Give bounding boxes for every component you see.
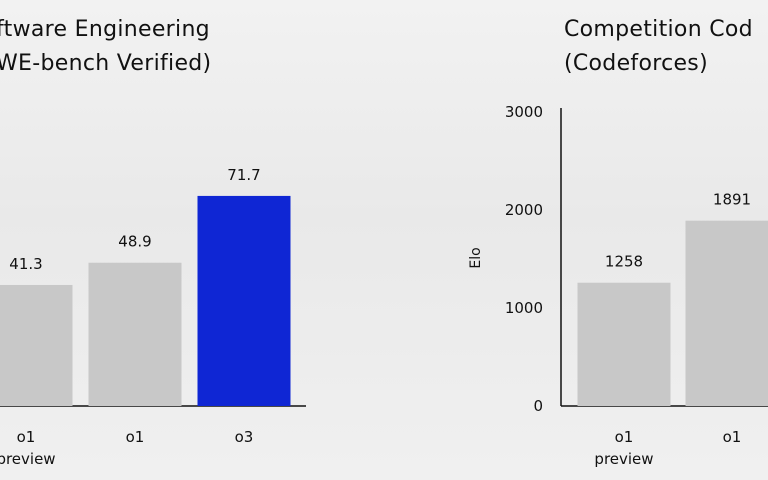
swe-chart-bar	[88, 262, 182, 406]
cf-chart-y-tick-label: 0	[533, 397, 543, 415]
swe-chart-marks: 41.3 o1 preview 48.9 o1 71.7 o3	[0, 166, 291, 468]
cf-chart-bar	[685, 220, 768, 406]
cf-chart-y-axis-title: Elo	[468, 247, 484, 268]
swe-chart-value-label: 41.3	[9, 255, 42, 273]
codeforces-chart: Competition Cod (Codeforces) Elo 0 1000 20…	[468, 17, 768, 468]
swe-bench-chart: ftware Engineering WE-bench Verified) 41…	[0, 17, 306, 468]
swe-chart-category-label: o1	[126, 428, 145, 446]
swe-chart-category-label: o1	[17, 428, 36, 446]
cf-chart-y-tick-label: 2000	[505, 201, 543, 219]
cf-chart-value-label: 1891	[713, 191, 751, 209]
cf-chart-y-tick-label: 1000	[505, 299, 543, 317]
cf-chart-marks: 0 1000 2000 3000 1258 o1 preview 1891 o1	[505, 103, 768, 468]
swe-chart-title-line-1: ftware Engineering	[0, 17, 210, 42]
cf-chart-category-label: preview	[594, 450, 653, 468]
cf-chart-title-line-1: Competition Cod	[564, 17, 753, 42]
cf-chart-y-tick-label: 3000	[505, 103, 543, 121]
swe-chart-value-label: 71.7	[227, 166, 260, 184]
swe-chart-title-line-2: WE-bench Verified)	[0, 51, 211, 76]
cf-chart-value-label: 1258	[605, 253, 643, 271]
swe-chart-value-label: 48.9	[118, 233, 151, 251]
swe-chart-bar	[197, 195, 291, 406]
swe-chart-category-label: o3	[235, 428, 254, 446]
cf-chart-category-label: o1	[723, 428, 742, 446]
swe-chart-category-label: preview	[0, 450, 56, 468]
cf-chart-category-label: o1	[615, 428, 634, 446]
cf-chart-bar	[577, 282, 671, 406]
swe-chart-bar	[0, 284, 73, 406]
cf-chart-title-line-2: (Codeforces)	[564, 51, 708, 76]
